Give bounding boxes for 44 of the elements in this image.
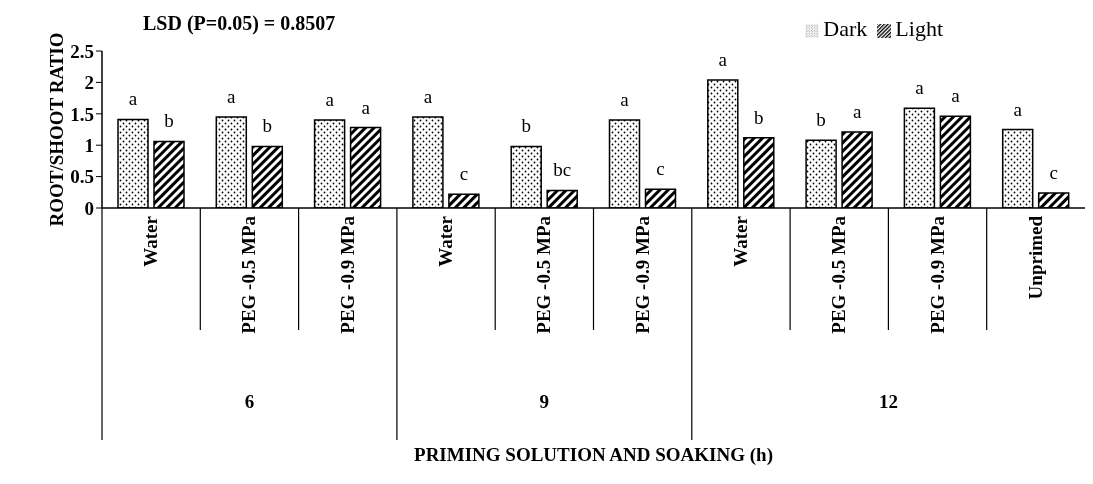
y-tick-label: 2.5 (70, 40, 94, 62)
data-label: a (325, 89, 335, 111)
data-label: a (718, 48, 728, 70)
text: 12 (878, 391, 898, 412)
x-tick-label: PEG -0.5 MPa (533, 215, 555, 334)
data-label: b (164, 110, 174, 132)
text: 6 (244, 391, 255, 412)
x-tick-label: PEG -0.5 MPa (828, 215, 850, 334)
data-label: a (915, 77, 925, 99)
data-label: a (423, 85, 433, 107)
data-label: b (754, 106, 764, 128)
data-label: c (656, 158, 665, 180)
x-tick-label: Water (729, 215, 751, 267)
data-label: a (1013, 98, 1023, 120)
y-axis-title: ROOT/SHOOT RATIO (45, 32, 67, 227)
y-tick-label: 0 (84, 197, 94, 219)
data-label: a (620, 89, 630, 111)
data-label: bc (553, 159, 572, 181)
y-tick-label: 1 (84, 134, 94, 156)
data-label: a (128, 88, 138, 110)
x-tick-label: PEG -0.9 MPa (926, 215, 948, 334)
y-tick-label: 1.5 (70, 103, 94, 125)
data-label: c (1049, 161, 1058, 183)
y-tick-label: 2 (84, 72, 94, 94)
data-label: b (521, 115, 531, 137)
data-label: a (361, 96, 371, 118)
chart-title: LSD (P=0.05) = 0.8507 (143, 12, 336, 35)
data-label: c (459, 163, 469, 185)
legend-label: Light (895, 16, 943, 41)
x-tick-label: Unprimed (1024, 215, 1046, 300)
data-label: a (951, 85, 961, 107)
x-tick-label: Water (435, 215, 457, 267)
data-label: b (816, 109, 826, 131)
data-label: a (227, 85, 237, 107)
x-tick-label: PEG -0.9 MPa (336, 215, 358, 334)
x-tick-label: Water (140, 215, 162, 267)
data-label: b (262, 115, 273, 137)
text: PRIMING SOLUTION AND SOAKING (h) (413, 444, 774, 466)
data-label: a (852, 101, 862, 123)
y-tick-label: 0.5 (70, 166, 94, 188)
x-tick-label: PEG -0.5 MPa (238, 215, 260, 334)
legend-label: Dark (823, 16, 868, 41)
x-tick-label: PEG -0.9 MPa (631, 215, 653, 334)
text: 9 (539, 391, 550, 412)
